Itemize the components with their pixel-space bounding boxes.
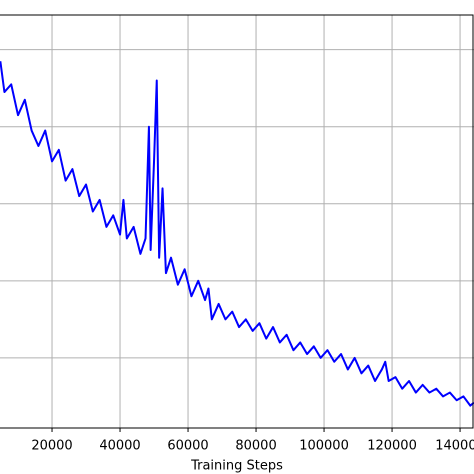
x-tick-label: 80000 xyxy=(235,439,276,454)
x-tick-label: 140000 xyxy=(435,439,474,454)
x-tick-label: 100000 xyxy=(299,439,349,454)
plot-frame xyxy=(0,14,474,429)
x-axis-label: Training Steps xyxy=(190,459,283,474)
x-tick-label: 40000 xyxy=(99,439,140,454)
x-tick-label: 60000 xyxy=(167,439,208,454)
x-tick-label: 20000 xyxy=(31,439,72,454)
line-series xyxy=(0,61,474,407)
x-tick-label: 120000 xyxy=(367,439,417,454)
